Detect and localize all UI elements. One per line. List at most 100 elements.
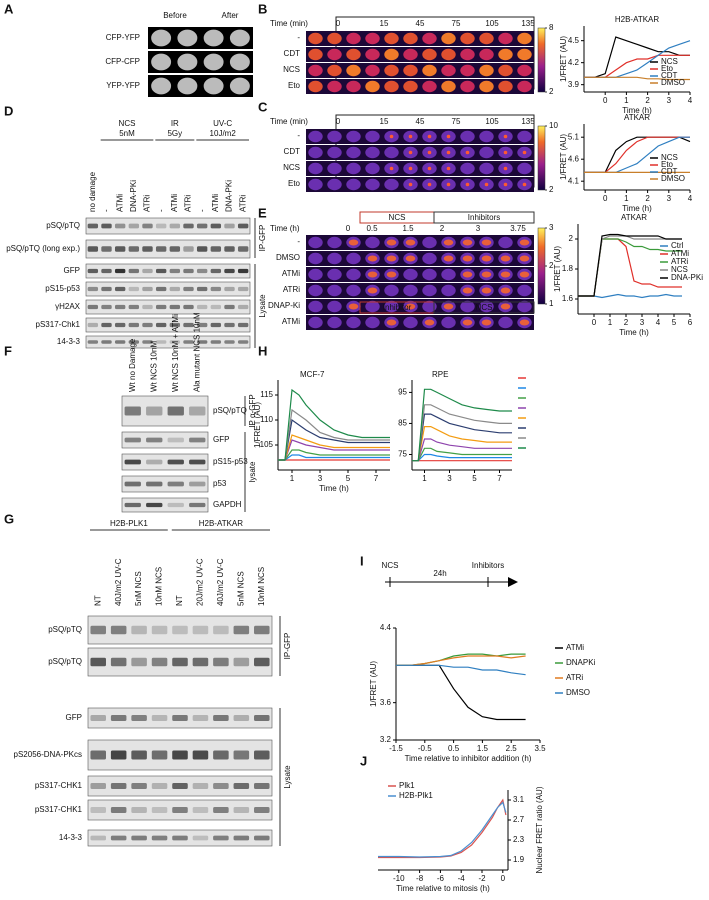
cell [346, 130, 361, 143]
cell [327, 236, 342, 249]
image-strip [306, 47, 534, 62]
cell [460, 80, 475, 93]
cell [308, 162, 323, 175]
y-tick-label: 1.9 [513, 855, 525, 864]
band [224, 304, 235, 310]
band [87, 304, 99, 310]
colorbar-label: 2 [549, 87, 554, 96]
band [142, 322, 153, 328]
column-label: 40J/m2 UV-C [216, 558, 225, 606]
cell-spot [500, 255, 511, 262]
cell [498, 316, 513, 329]
row-label: NCS [283, 163, 300, 172]
row-label: pS317-CHK1 [35, 781, 83, 790]
panel-label: D [4, 103, 13, 118]
band [213, 750, 229, 760]
section-label: Lysate [258, 294, 267, 318]
blot [121, 475, 209, 493]
band [210, 304, 222, 310]
cell [517, 32, 532, 45]
band [254, 835, 270, 841]
timeline-label: Inhibitors [472, 561, 504, 570]
column-label: NT [175, 595, 184, 606]
cell [460, 32, 475, 45]
phase-label: Inhibitor [383, 303, 412, 312]
cell [460, 48, 475, 61]
blot [121, 497, 209, 513]
x-tick-label: 1 [290, 474, 295, 483]
band [128, 304, 140, 310]
row-label: CFP-CFP [105, 57, 140, 66]
section-label: IP-GFP [258, 225, 267, 252]
row-label: ATRi [283, 285, 300, 294]
cell [422, 236, 437, 249]
band [110, 783, 127, 789]
y-tick-label: 3.1 [513, 795, 525, 804]
band [151, 750, 168, 760]
cell [517, 300, 532, 313]
band [183, 286, 194, 292]
x-tick-label: 7 [497, 474, 502, 483]
cell [441, 284, 456, 297]
band [110, 657, 127, 667]
cell-spot [446, 182, 451, 187]
x-tick-label: -1.5 [389, 744, 403, 753]
x-tick-label: 1 [624, 194, 629, 203]
band [90, 715, 106, 721]
x-tick-label: 0 [603, 194, 608, 203]
x-tick-label: -4 [458, 874, 466, 883]
band [128, 340, 140, 344]
series-line [278, 454, 390, 461]
panel-label: F [4, 343, 12, 358]
cell-spot [522, 150, 527, 155]
cell-spot [500, 303, 511, 310]
cell [327, 162, 342, 175]
row-label: p53 [213, 479, 227, 488]
band [101, 286, 112, 292]
band [254, 625, 270, 635]
cell [384, 284, 399, 297]
timeline-arrow [508, 577, 518, 587]
band [128, 223, 140, 229]
column-header: After [222, 11, 239, 20]
cell-spot [427, 166, 432, 171]
cell [365, 64, 380, 77]
legend-label: H2B-Plk1 [399, 791, 433, 800]
band [131, 750, 147, 760]
row-label: GFP [213, 435, 229, 444]
band [114, 246, 126, 252]
band [169, 286, 181, 292]
series-line [412, 388, 512, 462]
band [128, 246, 140, 252]
band [128, 268, 140, 274]
column-label: - [156, 209, 165, 212]
section-label: Lysate [283, 765, 292, 789]
band [128, 322, 140, 328]
cell-spot [427, 182, 432, 187]
cell [403, 268, 418, 281]
column-label: 40J/m2 UV-C [114, 558, 123, 606]
cell [151, 77, 172, 95]
image-strip [306, 251, 534, 266]
row-label: ATMi [282, 269, 300, 278]
legend-label: Eto [661, 160, 674, 169]
blot [85, 263, 251, 279]
cell-spot [519, 271, 530, 278]
group-dose: 10J/m2 [210, 129, 237, 138]
band [224, 223, 235, 229]
row-label: γH2AX [55, 302, 81, 311]
y-tick-label: 95 [398, 388, 407, 397]
cell [517, 64, 532, 77]
band [183, 304, 194, 310]
series-line [378, 798, 507, 859]
band [224, 286, 235, 292]
x-tick-label: 0 [603, 96, 608, 105]
cell [365, 162, 380, 175]
legend-label: CDT [661, 167, 678, 176]
series-line [378, 801, 507, 858]
cell [479, 48, 494, 61]
x-tick-label: 2 [624, 318, 629, 327]
cell-spot [348, 303, 359, 310]
column-label: ATRi [143, 195, 152, 212]
